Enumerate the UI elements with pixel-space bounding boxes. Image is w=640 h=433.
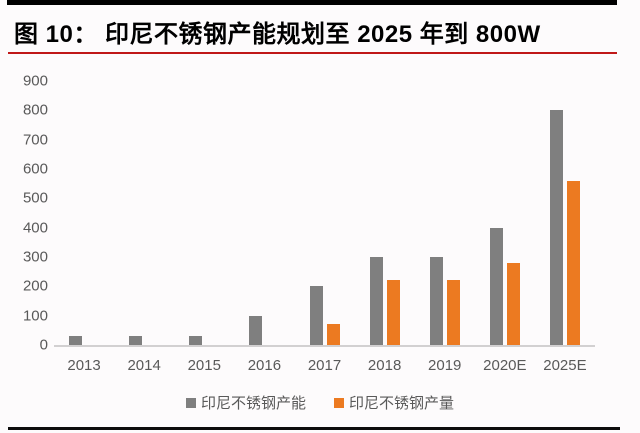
title-underline-rule <box>8 52 617 54</box>
x-axis-category-label-2019: 2019 <box>428 357 462 374</box>
x-axis-category-label-2014: 2014 <box>127 357 161 374</box>
bar-production-2020E <box>506 262 520 345</box>
bar-capacity-2013 <box>69 336 83 345</box>
legend-label-capacity: 印尼不锈钢产能 <box>200 395 306 412</box>
x-axis-category-label-2017: 2017 <box>307 357 342 374</box>
x-axis-category-label-2015: 2015 <box>187 357 221 374</box>
bar-capacity-2015 <box>189 336 203 345</box>
x-axis-category-label-2025E: 2025E <box>543 357 587 374</box>
x-axis-category-label-2013: 2013 <box>67 357 101 374</box>
bar-production-2018 <box>386 280 400 345</box>
y-axis-tick-label-500: 500 <box>22 189 48 207</box>
bar-capacity-2019 <box>429 257 443 345</box>
legend-swatch-capacity <box>185 397 196 408</box>
bar-capacity-2017 <box>309 286 323 345</box>
bottom-border-rule <box>8 427 620 430</box>
legend-item-production: 印尼不锈钢产量 <box>334 392 454 413</box>
bar-capacity-2025E <box>549 110 563 345</box>
bar-capacity-2016 <box>249 315 263 345</box>
y-axis-tick-label-800: 800 <box>22 101 48 119</box>
legend-swatch-production <box>334 397 344 408</box>
bar-production-2017 <box>326 324 340 345</box>
y-axis-tick-label-600: 600 <box>22 160 48 178</box>
bar-capacity-2018 <box>369 257 383 345</box>
legend-item-capacity: 印尼不锈钢产能 <box>185 392 306 413</box>
y-axis-tick-label-900: 900 <box>22 72 48 90</box>
chart-legend: 印尼不锈钢产能 印尼不锈钢产量 <box>0 392 640 413</box>
y-axis-tick-label-0: 0 <box>39 336 48 354</box>
x-axis-category-label-2020E: 2020E <box>483 357 527 374</box>
y-axis-tick-label-400: 400 <box>22 219 48 237</box>
x-axis-line <box>54 345 595 347</box>
bar-capacity-2020E <box>489 227 503 345</box>
legend-label-production: 印尼不锈钢产量 <box>349 395 455 412</box>
figure-title: 图 10： 印尼不锈钢产能规划至 2025 年到 800W <box>14 21 541 48</box>
bar-production-2019 <box>446 280 460 345</box>
y-axis-tick-label-100: 100 <box>22 307 48 325</box>
top-border-bar <box>7 0 617 5</box>
bar-capacity-2014 <box>129 336 143 345</box>
bar-production-2025E <box>566 180 580 345</box>
y-axis-tick-label-700: 700 <box>22 131 48 149</box>
y-axis-tick-label-200: 200 <box>22 277 48 295</box>
x-axis-category-label-2018: 2018 <box>367 357 402 374</box>
y-axis-tick-label-300: 300 <box>22 248 48 266</box>
x-axis-category-label-2016: 2016 <box>247 357 282 374</box>
